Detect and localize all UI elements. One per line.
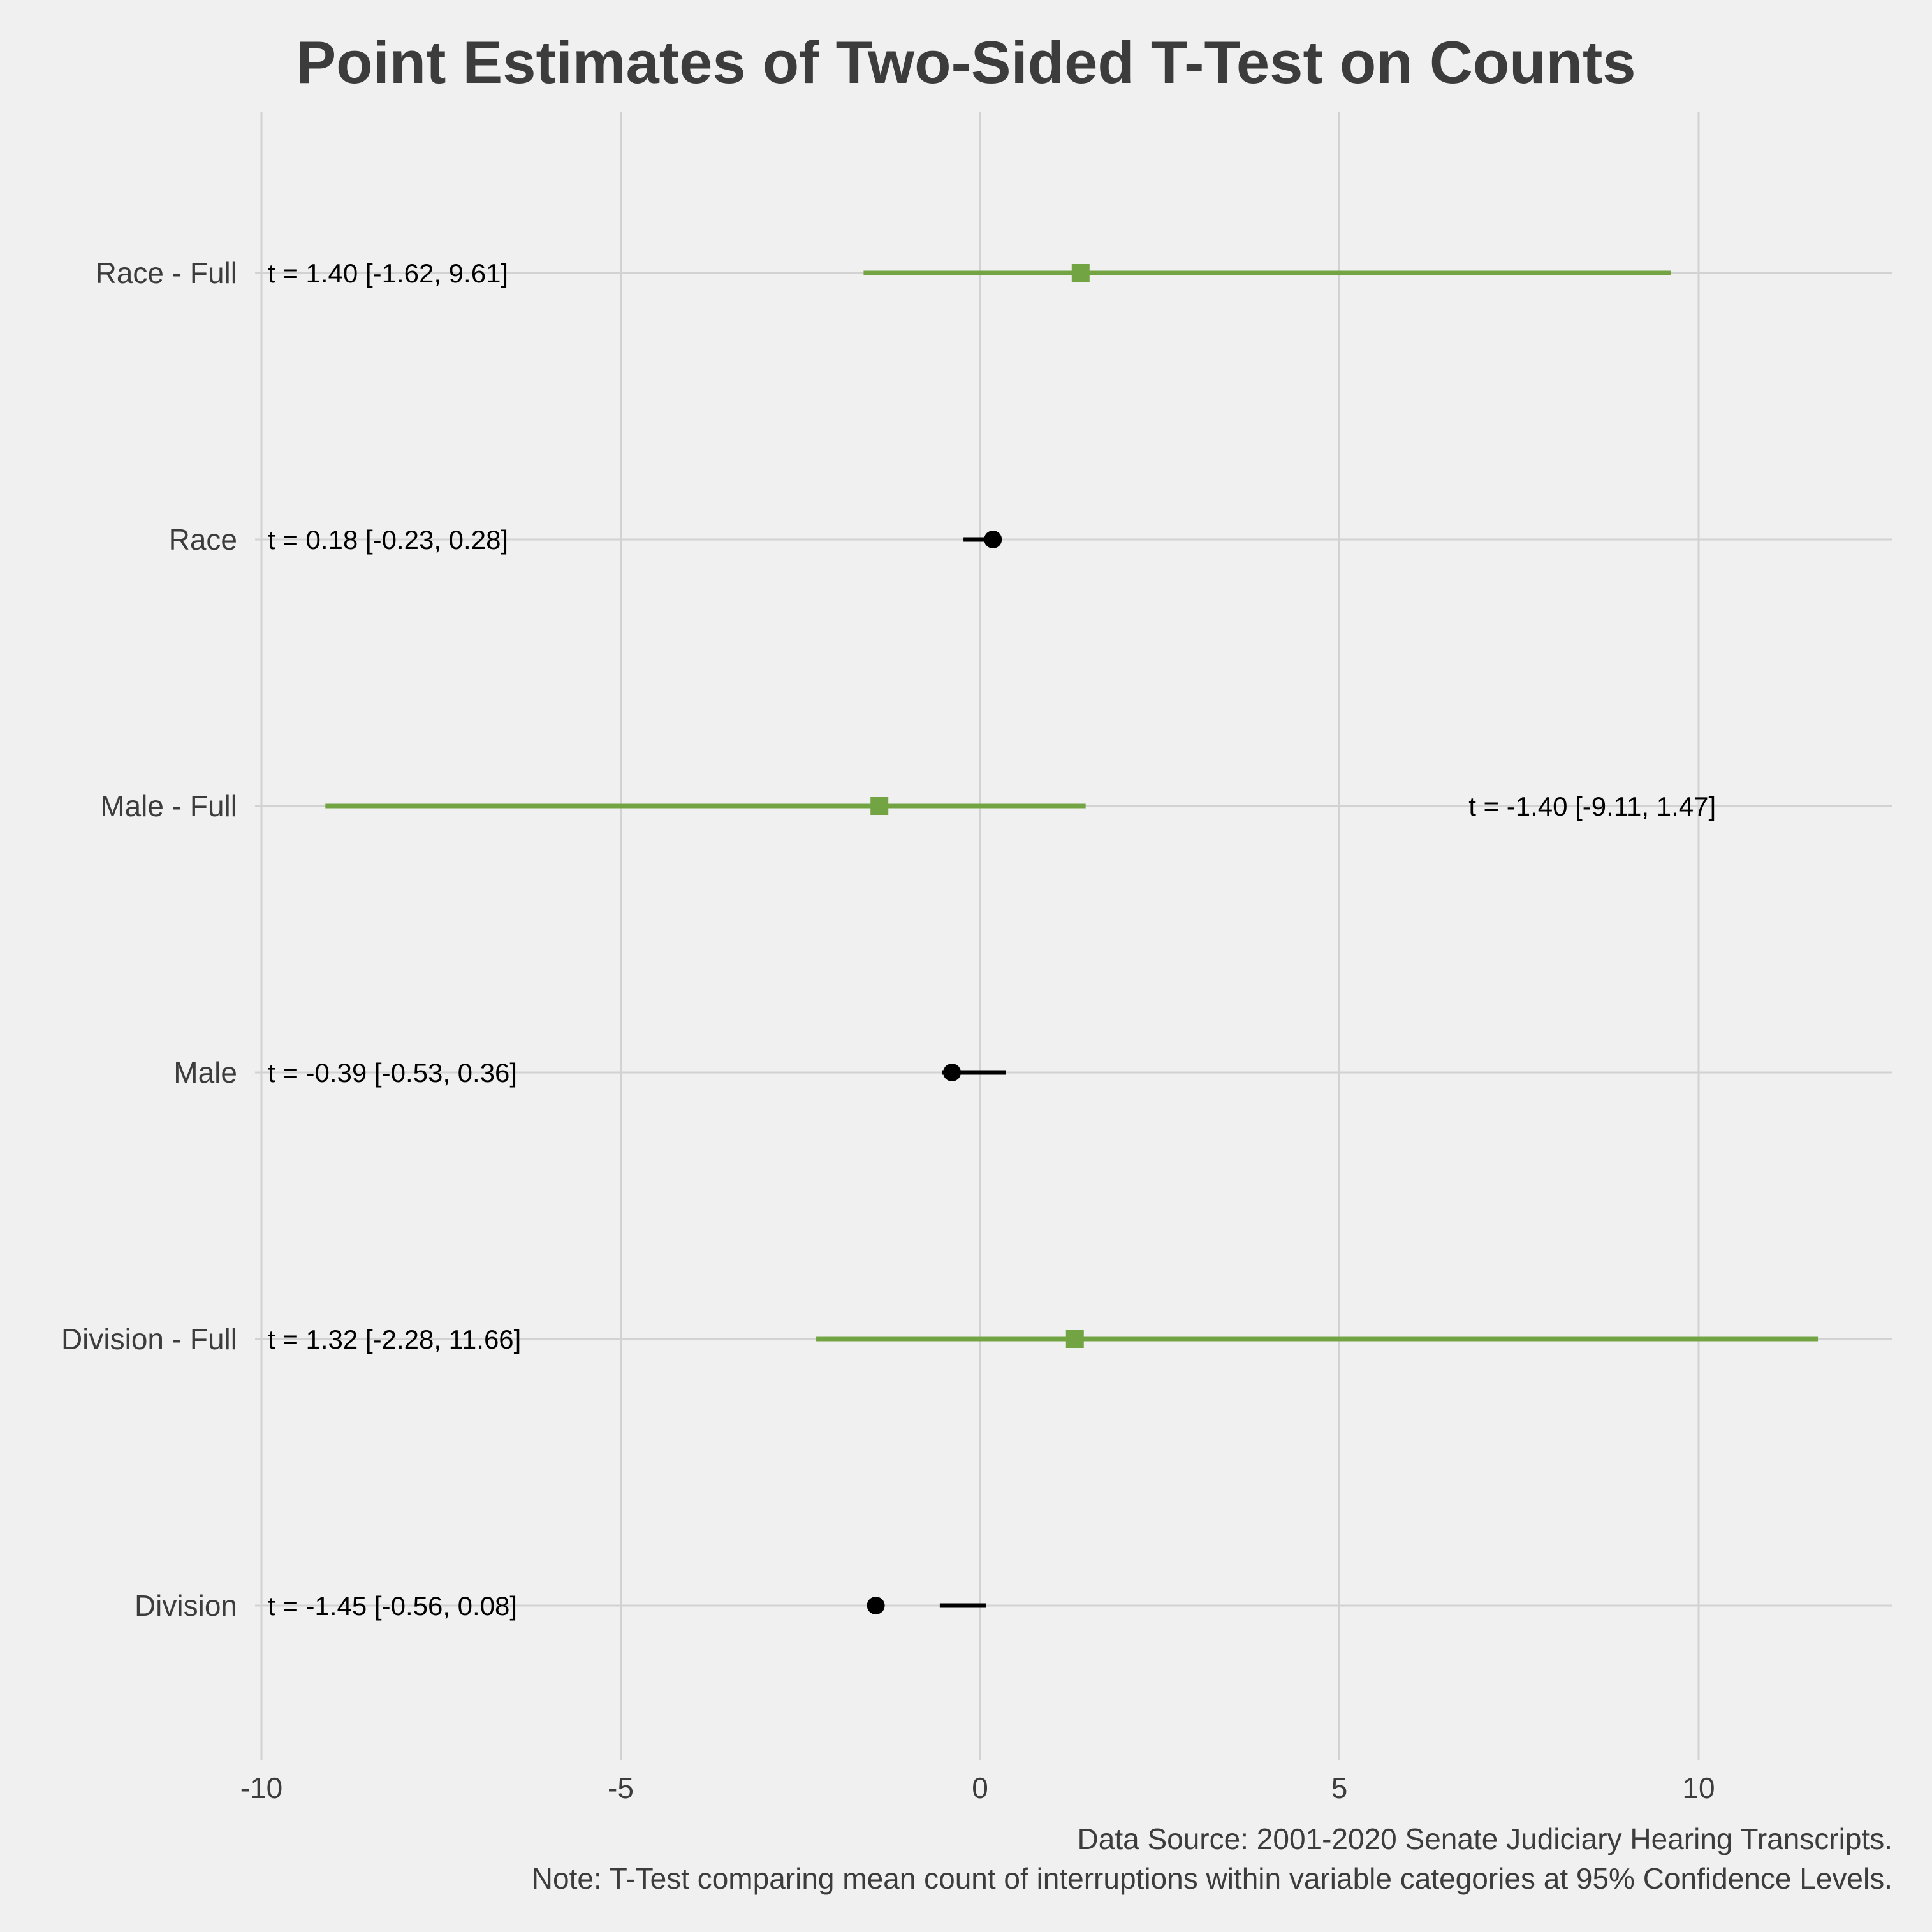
x-tick-label: 10 [1682, 1771, 1715, 1804]
point-estimate [870, 797, 889, 815]
estimate-label: t = 1.32 [-2.28, 11.66] [268, 1324, 521, 1354]
point-estimate [984, 531, 1002, 548]
point-estimate [943, 1064, 962, 1081]
estimate-label: t = -0.39 [-0.53, 0.36] [268, 1058, 517, 1088]
estimate-label: t = 1.40 [-1.62, 9.61] [268, 258, 508, 288]
y-axis: Race - Full Race Male - Full Male Division -… [61, 256, 237, 1622]
point-estimate [1065, 1330, 1084, 1348]
x-tick-label: 0 [972, 1771, 988, 1804]
y-tick-label: Male [173, 1056, 237, 1089]
x-tick-label: 5 [1331, 1771, 1348, 1804]
estimate-label: t = 0.18 [-0.23, 0.28] [268, 525, 508, 555]
estimate-label: t = -1.45 [-0.56, 0.08] [268, 1591, 517, 1621]
point-estimate [867, 1597, 885, 1614]
caption-source: Data Source: 2001-2020 Senate Judiciary … [1078, 1822, 1892, 1855]
x-axis: -10 -5 0 5 10 [240, 1771, 1715, 1804]
caption-note: Note: T-Test comparing mean count of int… [532, 1862, 1892, 1895]
y-tick-label: Male - Full [100, 789, 237, 823]
y-tick-label: Race [169, 523, 237, 556]
y-tick-label: Division [135, 1589, 237, 1622]
x-tick-label: -5 [608, 1771, 634, 1804]
estimate-marks [325, 264, 1819, 1614]
estimate-label: t = -1.40 [-9.11, 1.47] [1468, 791, 1716, 821]
y-tick-label: Race - Full [96, 256, 237, 289]
y-tick-label: Division - Full [61, 1322, 237, 1356]
x-tick-label: -10 [240, 1771, 282, 1804]
estimate-labels: t = 1.40 [-1.62, 9.61] t = 0.18 [-0.23, 0… [268, 258, 1716, 1621]
vertical-gridlines [260, 112, 1700, 1760]
point-estimate [1071, 264, 1090, 282]
chart-title: Point Estimates of Two-Sided T-Test on C… [296, 29, 1636, 96]
